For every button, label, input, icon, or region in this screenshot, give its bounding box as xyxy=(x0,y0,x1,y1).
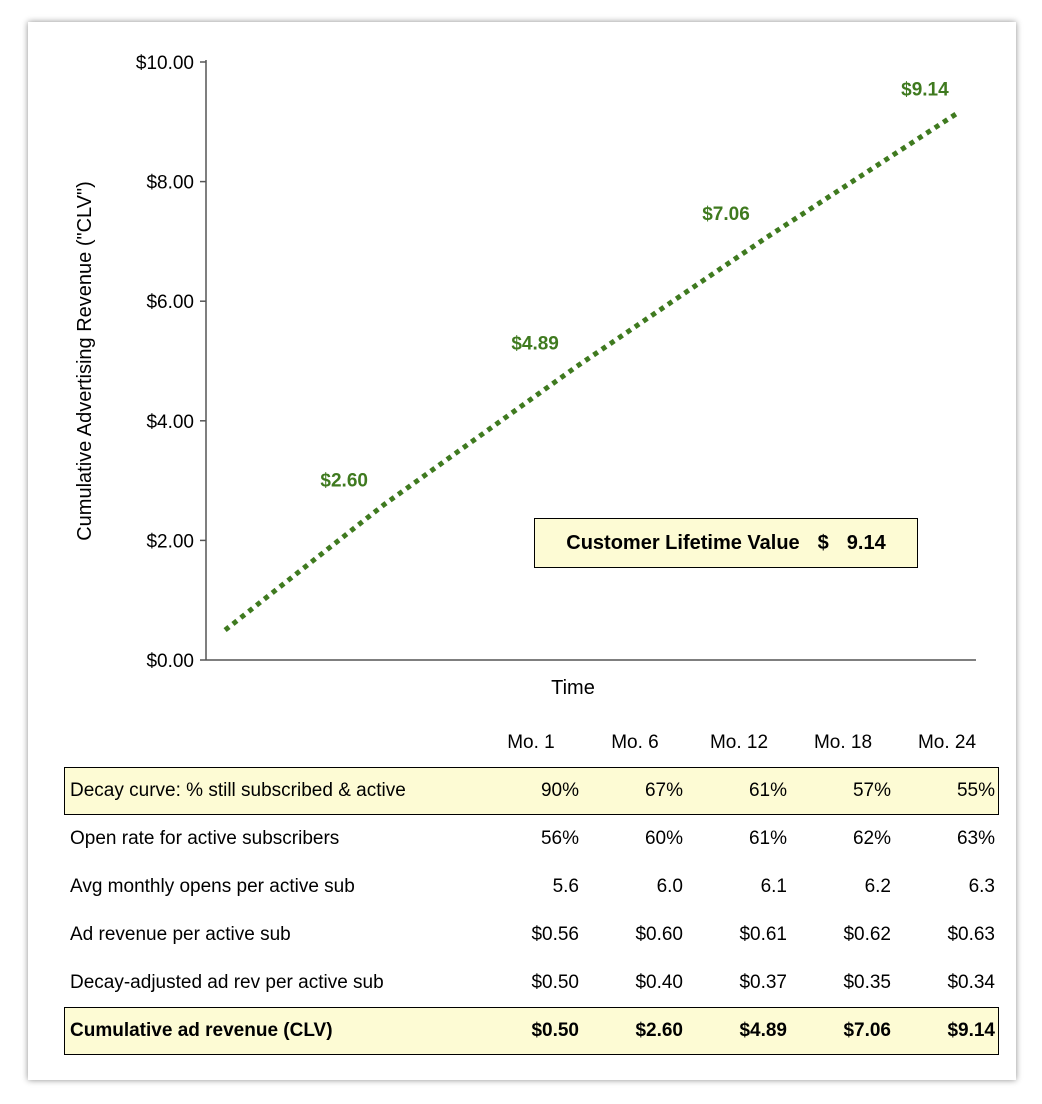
y-tick-label: $4.00 xyxy=(146,412,194,433)
table-cell: $9.14 xyxy=(895,1007,999,1055)
table-cell: $0.34 xyxy=(947,972,995,993)
table-cell: 6.2 xyxy=(864,876,891,897)
table-cell: 62% xyxy=(852,828,891,849)
table-cell: $0.56 xyxy=(531,924,579,945)
row-label: Open rate for active subscribers xyxy=(70,828,340,849)
table-cell: $0.40 xyxy=(635,972,683,993)
table-cell: 61% xyxy=(748,828,787,849)
x-axis-title: Time xyxy=(551,677,595,699)
row-label: Cumulative ad revenue (CLV) xyxy=(64,1007,479,1055)
table-cell: 63% xyxy=(956,828,995,849)
table-cell: $7.06 xyxy=(791,1007,895,1055)
table-cell: 55% xyxy=(895,767,999,815)
table-header-blank xyxy=(64,719,479,767)
table-row: Decay curve: % still subscribed & active… xyxy=(64,767,999,815)
table-cell: 61% xyxy=(687,767,791,815)
series-line xyxy=(223,111,959,633)
table-header-cell: Mo. 12 xyxy=(709,732,769,753)
table-row: Ad revenue per active sub $0.56 $0.60 $0.61… xyxy=(64,911,999,959)
table-cell: $0.50 xyxy=(479,1007,583,1055)
table-cell: 60% xyxy=(644,828,683,849)
table-cell: $0.63 xyxy=(947,924,995,945)
table-row: Cumulative ad revenue (CLV) $0.50 $2.60 $4.… xyxy=(64,1007,999,1055)
y-tick-label: $0.00 xyxy=(146,651,194,672)
table-cell: 5.6 xyxy=(552,876,579,897)
table-cell: 6.3 xyxy=(968,876,995,897)
table-cell: $0.35 xyxy=(843,972,891,993)
table-cell: 56% xyxy=(540,828,579,849)
table-cell: $2.60 xyxy=(583,1007,687,1055)
data-label: $2.60 xyxy=(320,471,368,492)
clv-callout-label: Customer Lifetime Value xyxy=(566,531,800,554)
y-tick-label: $2.00 xyxy=(146,531,194,552)
table-header-cell: Mo. 24 xyxy=(917,732,977,753)
table-cell: 67% xyxy=(583,767,687,815)
data-label: $9.14 xyxy=(901,79,949,100)
data-label: $4.89 xyxy=(511,334,559,355)
row-label: Decay curve: % still subscribed & active xyxy=(64,767,479,815)
row-label: Decay-adjusted ad rev per active sub xyxy=(70,972,384,993)
table-row: Avg monthly opens per active sub 5.6 6.0 6.… xyxy=(64,863,999,911)
y-tick-label: $6.00 xyxy=(146,292,194,313)
clv-chart: $0.00 $2.00 $4.00 $6.00 $8.00 $10.00 Cumulativ… xyxy=(74,53,976,699)
table-cell: $4.89 xyxy=(687,1007,791,1055)
table-cell: 6.1 xyxy=(760,876,787,897)
data-label: $7.06 xyxy=(702,204,750,225)
clv-callout-currency: $ xyxy=(817,531,829,554)
row-label: Ad revenue per active sub xyxy=(70,924,291,945)
table-header-cell: Mo. 6 xyxy=(611,732,659,753)
table-row: Open rate for active subscribers 56% 60% 61… xyxy=(64,815,999,863)
clv-callout-value: 9.14 xyxy=(846,531,886,554)
y-axis-title: Cumulative Advertising Revenue ("CLV") xyxy=(74,181,96,541)
table-row: Decay-adjusted ad rev per active sub $0.5… xyxy=(64,959,999,1007)
clv-callout: Customer Lifetime Value $ 9.14 xyxy=(534,518,918,568)
clv-table: Mo. 1 Mo. 6 Mo. 12 Mo. 18 Mo. 24 Decay curve… xyxy=(64,719,999,1055)
table-header-cell: Mo. 1 xyxy=(507,732,555,753)
table-cell: $0.60 xyxy=(635,924,683,945)
table-cell: $0.50 xyxy=(531,972,579,993)
table-cell: $0.37 xyxy=(739,972,787,993)
table-header-row: Mo. 1 Mo. 6 Mo. 12 Mo. 18 Mo. 24 xyxy=(64,719,999,767)
table-cell: 90% xyxy=(479,767,583,815)
row-label: Avg monthly opens per active sub xyxy=(70,876,355,897)
table-cell: 57% xyxy=(791,767,895,815)
table-cell: 6.0 xyxy=(656,876,683,897)
y-tick-label: $8.00 xyxy=(146,173,194,194)
table-cell: $0.61 xyxy=(739,924,787,945)
table-cell: $0.62 xyxy=(843,924,891,945)
y-tick-label: $10.00 xyxy=(136,53,194,74)
chart-card: $0.00 $2.00 $4.00 $6.00 $8.00 $10.00 Cumulativ… xyxy=(28,22,1016,1080)
table-header-cell: Mo. 18 xyxy=(813,732,873,753)
